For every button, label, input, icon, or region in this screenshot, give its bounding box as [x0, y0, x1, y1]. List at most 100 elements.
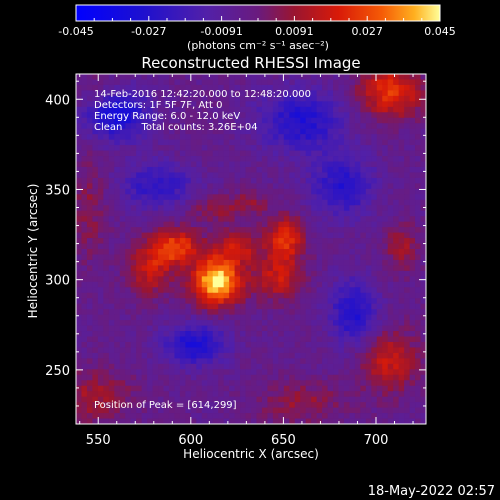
- heatmap-cell: [311, 156, 318, 162]
- heatmap-cell: [398, 90, 405, 97]
- heatmap-cell: [179, 101, 186, 108]
- heatmap-cell: [420, 145, 426, 151]
- heatmap-cell: [316, 391, 323, 398]
- heatmap-cell: [387, 320, 394, 326]
- heatmap-cell: [316, 90, 323, 97]
- heatmap-cell: [147, 418, 153, 424]
- heatmap-cell: [130, 123, 137, 130]
- heatmap-cell: [92, 177, 99, 184]
- heatmap-cell: [201, 259, 208, 266]
- heatmap-cell: [168, 287, 175, 294]
- heatmap-cell: [86, 265, 93, 272]
- heatmap-cell: [343, 396, 350, 403]
- heatmap-cell: [76, 418, 82, 424]
- heatmap-cell: [163, 183, 170, 190]
- heatmap-cell: [376, 249, 383, 255]
- heatmap-cell: [415, 259, 421, 266]
- heatmap-cell: [387, 221, 394, 228]
- heatmap-cell: [136, 232, 143, 239]
- heatmap-cell: [365, 90, 372, 97]
- heatmap-cell: [393, 341, 400, 348]
- heatmap-cell: [86, 172, 93, 179]
- heatmap-cell: [163, 396, 170, 403]
- heatmap-cell: [163, 320, 170, 326]
- heatmap-cell: [114, 347, 121, 354]
- heatmap-cell: [415, 194, 421, 201]
- heatmap-cell: [300, 101, 307, 108]
- heatmap-cell: [76, 347, 82, 354]
- heatmap-cell: [371, 232, 378, 239]
- heatmap-cell: [376, 106, 383, 113]
- heatmap-cell: [256, 188, 263, 195]
- heatmap-cell: [382, 95, 389, 102]
- heatmap-cell: [147, 369, 153, 376]
- heatmap-cell: [316, 363, 323, 370]
- heatmap-cell: [387, 385, 394, 392]
- heatmap-cell: [376, 418, 383, 424]
- heatmap-cell: [240, 210, 246, 217]
- heatmap-cell: [283, 281, 290, 288]
- heatmap-cell: [382, 128, 389, 135]
- heatmap-cell: [300, 413, 307, 419]
- heatmap-cell: [152, 183, 159, 190]
- heatmap-cell: [294, 156, 301, 162]
- heatmap-cell: [251, 101, 257, 108]
- heatmap-cell: [376, 95, 383, 102]
- heatmap-cell: [382, 221, 389, 228]
- heatmap-cell: [376, 391, 383, 398]
- heatmap-cell: [212, 336, 219, 343]
- heatmap-cell: [338, 270, 345, 277]
- heatmap-cell: [420, 374, 426, 381]
- heatmap-cell: [245, 117, 252, 124]
- heatmap-cell: [218, 396, 225, 403]
- heatmap-cell: [125, 74, 132, 80]
- heatmap-cell: [354, 227, 361, 233]
- heatmap-cell: [387, 227, 394, 233]
- heatmap-cell: [300, 391, 307, 398]
- heatmap-cell: [119, 259, 126, 266]
- heatmap-cell: [174, 314, 181, 321]
- heatmap-cell: [343, 374, 350, 381]
- heatmap-cell: [360, 287, 367, 294]
- heatmap-cell: [294, 413, 301, 419]
- heatmap-cell: [141, 314, 148, 321]
- heatmap-cell: [327, 238, 334, 244]
- heatmap-cell: [158, 112, 164, 119]
- heatmap-cell: [251, 336, 257, 343]
- heatmap-cell: [272, 303, 279, 310]
- heatmap-cell: [108, 106, 115, 113]
- heatmap-cell: [185, 161, 192, 168]
- heatmap-cell: [212, 309, 219, 316]
- heatmap-cell: [338, 210, 345, 217]
- heatmap-cell: [201, 396, 208, 403]
- heatmap-cell: [305, 374, 312, 381]
- heatmap-cell: [240, 325, 246, 332]
- heatmap-cell: [147, 413, 153, 419]
- heatmap-cell: [158, 221, 164, 228]
- heatmap-cell: [338, 150, 345, 157]
- heatmap-cell: [300, 161, 307, 168]
- heatmap-cell: [86, 106, 93, 113]
- heatmap-cell: [283, 172, 290, 179]
- heatmap-cell: [240, 331, 246, 337]
- heatmap-cell: [76, 314, 82, 321]
- heatmap-cell: [92, 101, 99, 108]
- heatmap-cell: [190, 117, 197, 124]
- heatmap-cell: [86, 243, 93, 250]
- heatmap-cell: [185, 216, 192, 223]
- heatmap-cell: [376, 336, 383, 343]
- heatmap-cell: [272, 210, 279, 217]
- heatmap-cell: [283, 352, 290, 359]
- heatmap-cell: [223, 314, 230, 321]
- heatmap-cell: [234, 232, 241, 239]
- heatmap-cell: [207, 385, 214, 392]
- heatmap-cell: [278, 183, 285, 190]
- heatmap-cell: [360, 166, 367, 173]
- heatmap-cell: [371, 112, 378, 119]
- heatmap-cell: [119, 139, 126, 146]
- heatmap-cell: [382, 172, 389, 179]
- heatmap-cell: [256, 298, 263, 305]
- heatmap-cell: [92, 380, 99, 387]
- heatmap-cell: [251, 314, 257, 321]
- heatmap-cell: [207, 402, 214, 408]
